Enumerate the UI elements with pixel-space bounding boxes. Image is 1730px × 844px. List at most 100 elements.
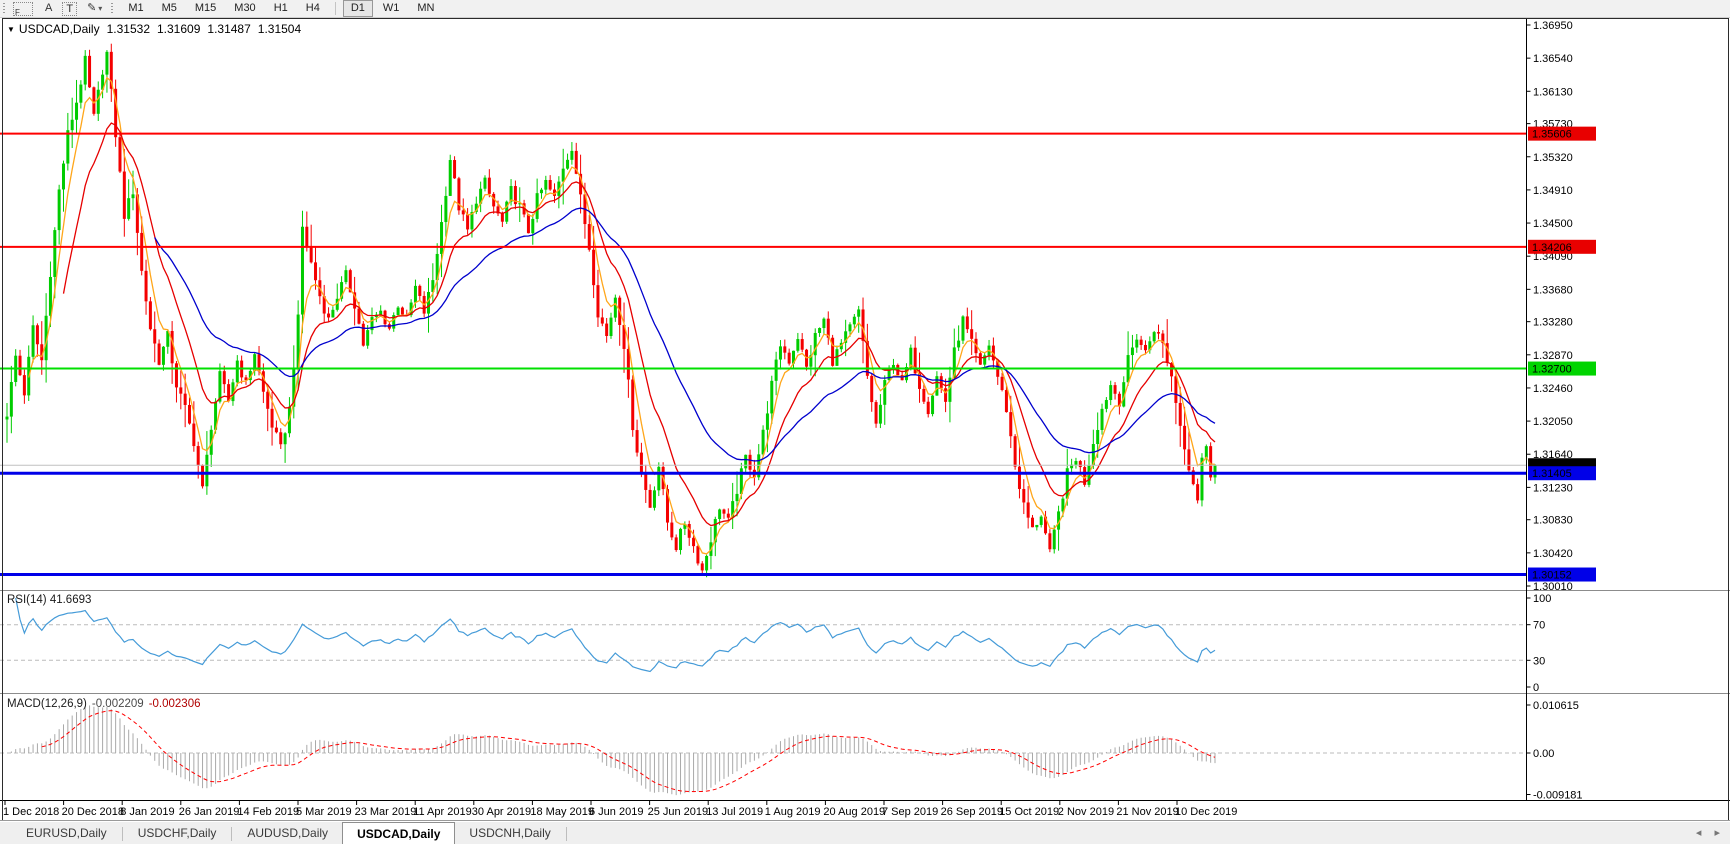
open-value: 1.31532: [106, 22, 150, 36]
svg-text:1.32700: 1.32700: [1532, 364, 1572, 376]
rsi-layer: 100 70 30 0: [15, 593, 1551, 694]
timeframe-mn-button[interactable]: MN: [417, 2, 435, 14]
tab-separator: [231, 827, 233, 841]
timeframe-m30-button[interactable]: M30: [234, 2, 256, 14]
tab-scroll-left-icon[interactable]: ◂: [1695, 827, 1702, 839]
svg-text:1.31230: 1.31230: [1533, 482, 1573, 494]
svg-text:30 Apr 2019: 30 Apr 2019: [472, 806, 531, 818]
tab-usdcnh[interactable]: USDCNH,Daily: [469, 826, 551, 840]
svg-text:1.36130: 1.36130: [1533, 86, 1573, 98]
svg-text:0.00: 0.00: [1533, 748, 1554, 760]
svg-text:14 Feb 2019: 14 Feb 2019: [237, 806, 299, 818]
svg-text:1.32870: 1.32870: [1533, 350, 1573, 362]
svg-text:1.36540: 1.36540: [1533, 53, 1573, 65]
price-marker-chips: 1.356061.342061.327001.315041.314051.301…: [1528, 126, 1596, 582]
svg-text:1.33680: 1.33680: [1533, 284, 1573, 296]
svg-text:1.34500: 1.34500: [1533, 218, 1573, 230]
svg-text:1.34090: 1.34090: [1533, 251, 1573, 263]
svg-text:10 Dec 2019: 10 Dec 2019: [1175, 806, 1237, 818]
chart-title: ▼ USDCAD,Daily 1.31532 1.31609 1.31487 1.3150…: [7, 22, 308, 36]
symbol-tab-bar: EURUSD,Daily USDCHF,Daily AUDUSD,Daily U…: [0, 820, 1730, 844]
svg-text:1.30830: 1.30830: [1533, 515, 1573, 527]
timeframe-m1-button[interactable]: M1: [128, 2, 144, 14]
price-axis: 1.369501.365401.361301.357301.353201.349…: [1526, 20, 1573, 593]
svg-text:100: 100: [1533, 593, 1551, 605]
svg-text:1.31405: 1.31405: [1532, 468, 1572, 480]
svg-text:20 Aug 2019: 20 Aug 2019: [823, 806, 885, 818]
arrow-tool-icon[interactable]: A: [45, 2, 53, 14]
tab-scroll-right-icon[interactable]: ▸: [1714, 827, 1720, 839]
rsi-indicator-label: RSI(14) 41.6693: [7, 594, 92, 606]
svg-text:5 Mar 2019: 5 Mar 2019: [296, 806, 352, 818]
moving-averages-layer: [28, 76, 1216, 555]
tab-audusd[interactable]: AUDUSD,Daily: [247, 826, 329, 840]
svg-text:1.32460: 1.32460: [1533, 383, 1573, 395]
macd-signal-value: -0.002306: [148, 698, 201, 710]
svg-text:1.35606: 1.35606: [1532, 129, 1572, 141]
timeframe-h4-button[interactable]: H4: [305, 2, 320, 14]
close-value: 1.31504: [257, 22, 302, 36]
chevron-down-icon[interactable]: ▼: [7, 25, 15, 34]
svg-text:0.010615: 0.010615: [1533, 700, 1579, 712]
svg-text:2 Nov 2019: 2 Nov 2019: [1058, 806, 1114, 818]
tab-eurusd[interactable]: EURUSD,Daily: [26, 826, 107, 840]
svg-text:13 Jul 2019: 13 Jul 2019: [706, 806, 763, 818]
macd-name: MACD(12,26,9): [7, 698, 87, 710]
svg-text:15 Oct 2019: 15 Oct 2019: [999, 806, 1059, 818]
svg-text:1.34206: 1.34206: [1532, 242, 1572, 254]
svg-text:26 Jan 2019: 26 Jan 2019: [179, 806, 240, 818]
macd-layer: 0.010615 0.00 -0.009181: [10, 700, 1583, 802]
toolbar: F A T ✎ ▾ M1 M5 M15 M30 H1 H4 D1 W1 MN: [0, 0, 1730, 18]
text-tool-icon[interactable]: T: [62, 1, 78, 16]
svg-text:21 Nov 2019: 21 Nov 2019: [1116, 806, 1178, 818]
chevron-down-icon: ▾: [98, 4, 103, 13]
svg-text:1.36950: 1.36950: [1533, 20, 1573, 32]
svg-text:1.33280: 1.33280: [1533, 317, 1573, 329]
tab-separator: [565, 827, 567, 841]
svg-text:1.35320: 1.35320: [1533, 152, 1573, 164]
toolbar-grip[interactable]: [110, 2, 117, 15]
tab-usdchf[interactable]: USDCHF,Daily: [137, 826, 217, 840]
indicator-levels: [0, 624, 1527, 754]
svg-text:20 Dec 2018: 20 Dec 2018: [62, 806, 124, 818]
timeframe-m15-button[interactable]: M15: [194, 2, 217, 14]
svg-text:1.30420: 1.30420: [1533, 548, 1573, 560]
svg-text:1 Dec 2018: 1 Dec 2018: [3, 806, 59, 818]
svg-text:7 Sep 2019: 7 Sep 2019: [882, 806, 938, 818]
svg-text:8 Jan 2019: 8 Jan 2019: [120, 806, 174, 818]
svg-text:6 Jun 2019: 6 Jun 2019: [589, 806, 643, 818]
svg-text:1.32050: 1.32050: [1533, 416, 1573, 428]
macd-indicator-label: MACD(12,26,9) -0.002209 -0.002306: [7, 698, 200, 710]
candles-layer: [5, 43, 1217, 578]
svg-text:1.30010: 1.30010: [1533, 581, 1573, 593]
timeframe-h1-button[interactable]: H1: [273, 2, 288, 14]
svg-text:1.34910: 1.34910: [1533, 185, 1573, 197]
price-levels-layer: [0, 132, 1527, 577]
chart-canvas[interactable]: 1.369501.365401.361301.357301.353201.349…: [0, 19, 1730, 820]
tab-usdcad[interactable]: USDCAD,Daily: [342, 822, 456, 844]
high-value: 1.31609: [157, 22, 201, 36]
timeframe-m5-button[interactable]: M5: [161, 2, 177, 14]
symbol-period-label: USDCAD,Daily: [18, 22, 100, 36]
macd-main-value: -0.002209: [91, 698, 144, 710]
shapes-tool-icon[interactable]: ✎ ▾: [87, 2, 103, 14]
toolbar-grip[interactable]: [2, 2, 8, 15]
timeframe-w1-button[interactable]: W1: [382, 2, 400, 14]
frame-layer: [0, 19, 1730, 801]
low-value: 1.31487: [207, 22, 251, 36]
svg-text:25 Jun 2019: 25 Jun 2019: [648, 806, 709, 818]
svg-text:70: 70: [1533, 620, 1545, 632]
svg-text:26 Sep 2019: 26 Sep 2019: [941, 806, 1003, 818]
svg-text:18 May 2019: 18 May 2019: [530, 806, 594, 818]
svg-text:23 Mar 2019: 23 Mar 2019: [355, 806, 417, 818]
svg-text:-0.009181: -0.009181: [1533, 790, 1583, 802]
svg-text:30: 30: [1533, 655, 1545, 667]
svg-text:0: 0: [1533, 682, 1539, 694]
timeframe-d1-button[interactable]: D1: [342, 0, 373, 17]
svg-text:1 Aug 2019: 1 Aug 2019: [765, 806, 821, 818]
line-studies-tool-icon[interactable]: F: [13, 1, 33, 17]
tab-separator: [121, 827, 123, 841]
svg-text:1.30152: 1.30152: [1532, 570, 1572, 582]
